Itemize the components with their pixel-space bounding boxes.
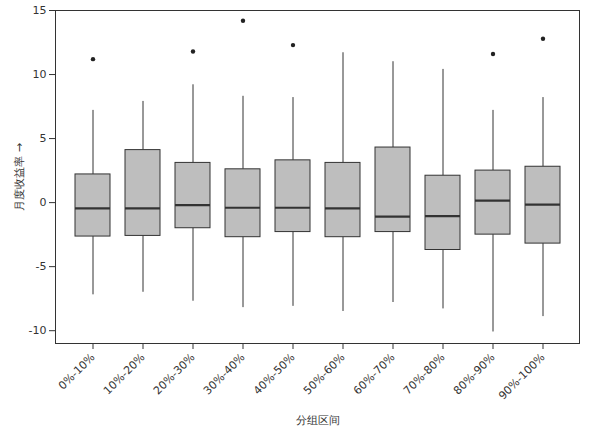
svg-text:60%-70%: 60%-70% xyxy=(351,351,398,398)
svg-text:-10: -10 xyxy=(29,324,47,337)
svg-text:0%-10%: 0%-10% xyxy=(56,351,98,393)
svg-text:30%-40%: 30%-40% xyxy=(201,351,248,398)
svg-text:分组区间: 分组区间 xyxy=(296,414,340,427)
svg-text:0: 0 xyxy=(40,196,47,209)
svg-text:40%-50%: 40%-50% xyxy=(251,351,298,398)
svg-text:50%-60%: 50%-60% xyxy=(301,351,348,398)
svg-text:10: 10 xyxy=(33,68,47,81)
svg-text:10%-20%: 10%-20% xyxy=(101,351,148,398)
svg-text:80%-90%: 80%-90% xyxy=(451,351,498,398)
svg-text:20%-30%: 20%-30% xyxy=(151,351,198,398)
svg-text:月度收益率 →: 月度收益率 → xyxy=(13,143,26,211)
svg-text:70%-80%: 70%-80% xyxy=(401,351,448,398)
svg-text:5: 5 xyxy=(40,132,47,145)
svg-text:15: 15 xyxy=(33,4,47,17)
svg-text:90%-100%: 90%-100% xyxy=(496,351,548,403)
svg-text:-5: -5 xyxy=(36,260,47,273)
